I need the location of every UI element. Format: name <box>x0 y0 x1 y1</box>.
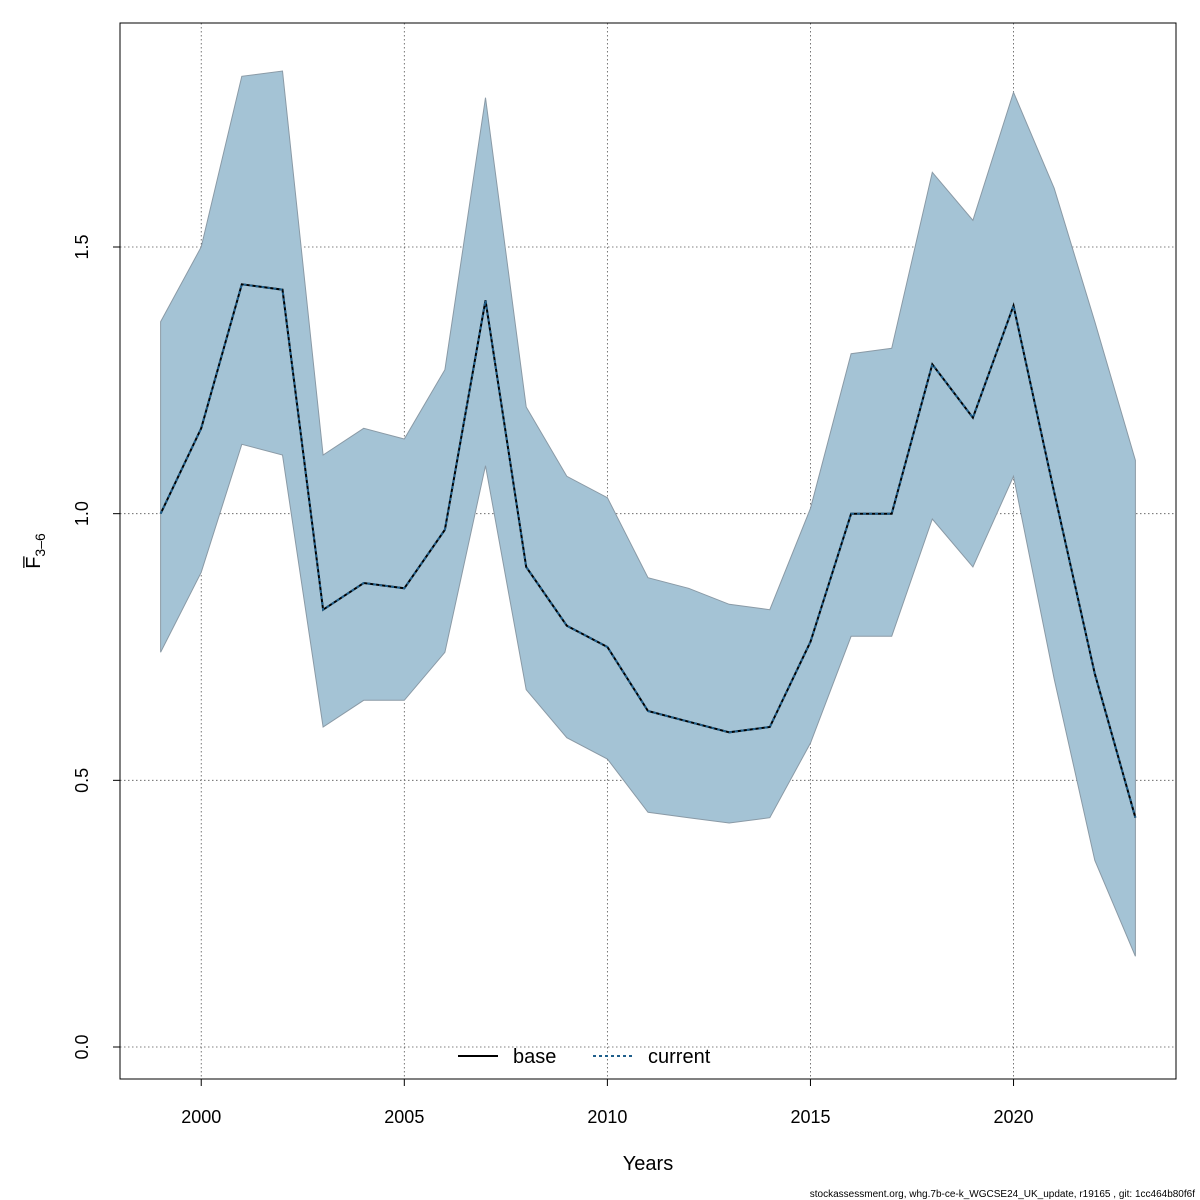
svg-text:F̅3–6: F̅3–6 <box>22 533 48 569</box>
y-tick-label: 0.5 <box>72 768 92 793</box>
x-axis-title: Years <box>623 1153 673 1175</box>
legend: base current <box>458 1046 711 1068</box>
legend-label-current: current <box>648 1046 711 1068</box>
legend-label-base: base <box>513 1046 556 1068</box>
y-tick-label: 1.0 <box>72 501 92 526</box>
confidence-band <box>160 70 1136 957</box>
y-tick-label: 1.5 <box>72 234 92 259</box>
x-axis-ticks: 2000 2005 2010 2015 2020 <box>181 1079 1034 1127</box>
x-tick-label: 2010 <box>587 1107 627 1127</box>
y-tick-label: 0.0 <box>72 1034 92 1059</box>
y-axis-title: F̅3–6 <box>22 533 48 569</box>
footer-text: stockassessment.org, whg.7b-ce-k_WGCSE24… <box>810 1189 1195 1200</box>
y-axis-title-subscript: 3–6 <box>32 533 48 557</box>
x-tick-label: 2020 <box>994 1107 1034 1127</box>
series-line-current <box>159 283 1137 818</box>
x-tick-label: 2015 <box>790 1107 830 1127</box>
x-tick-label: 2000 <box>181 1107 221 1127</box>
x-tick-label: 2005 <box>384 1107 424 1127</box>
y-axis-ticks: 0.0 0.5 1.0 1.5 <box>72 234 120 1060</box>
y-axis-title-main: F̅ <box>22 556 45 569</box>
